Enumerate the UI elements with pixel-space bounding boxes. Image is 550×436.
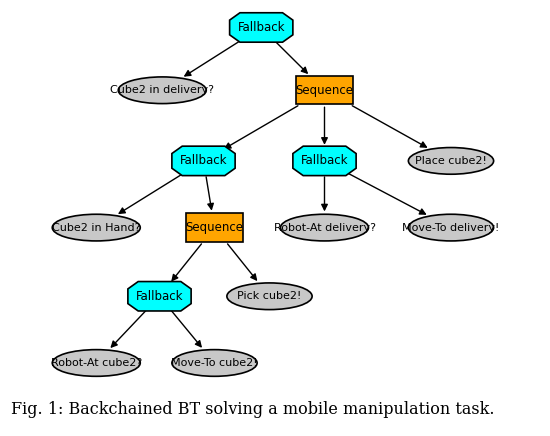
Ellipse shape [408,214,494,241]
Text: Move-To delivery!: Move-To delivery! [402,223,500,232]
Ellipse shape [227,283,312,310]
Text: Place cube2!: Place cube2! [415,156,487,166]
Polygon shape [293,146,356,176]
Text: Fig. 1: Backchained BT solving a mobile manipulation task.: Fig. 1: Backchained BT solving a mobile … [11,401,494,418]
Ellipse shape [118,77,206,104]
Text: Fallback: Fallback [180,154,227,167]
Ellipse shape [52,214,140,241]
Ellipse shape [280,214,368,241]
Text: Fallback: Fallback [301,154,348,167]
Text: Robot-At delivery?: Robot-At delivery? [273,223,376,232]
Text: Cube2 in Hand?: Cube2 in Hand? [52,223,140,232]
Ellipse shape [52,350,140,376]
Text: Move-To cube2!: Move-To cube2! [171,358,258,368]
Ellipse shape [408,147,494,174]
Polygon shape [128,282,191,311]
Text: Fallback: Fallback [136,290,183,303]
Bar [296,76,353,104]
Text: Sequence: Sequence [185,221,244,234]
Ellipse shape [172,350,257,376]
Text: Cube2 in delivery?: Cube2 in delivery? [110,85,214,95]
Text: Robot-At cube2?: Robot-At cube2? [51,358,142,368]
Text: Sequence: Sequence [295,84,354,97]
Text: Fallback: Fallback [238,21,285,34]
Text: Pick cube2!: Pick cube2! [237,291,302,301]
Polygon shape [230,13,293,42]
Bar [186,214,243,242]
Polygon shape [172,146,235,176]
